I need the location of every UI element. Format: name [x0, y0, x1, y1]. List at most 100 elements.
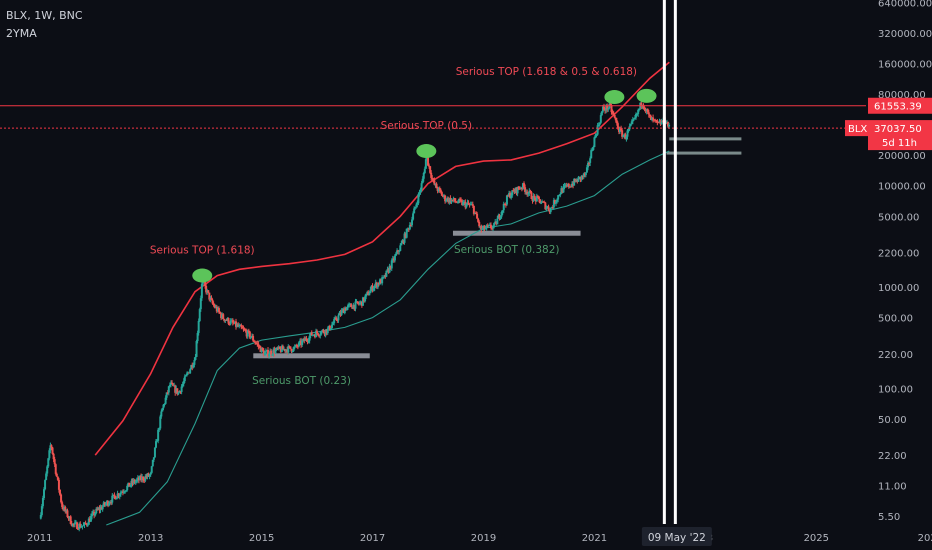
candle-body: [324, 329, 327, 335]
candle-body: [625, 136, 628, 140]
candle-body: [401, 240, 404, 244]
candle-body: [512, 190, 515, 192]
candle-body: [360, 301, 363, 306]
candle-body: [627, 129, 630, 131]
candle-body: [206, 290, 209, 293]
candle-body: [526, 191, 529, 195]
candle-body: [329, 328, 332, 330]
candle-body: [199, 298, 202, 310]
candle-body: [149, 472, 152, 475]
candle-body: [528, 190, 531, 194]
candle-body: [552, 200, 555, 208]
candle-body: [441, 195, 444, 197]
candle-body: [665, 122, 668, 124]
candle-body: [643, 108, 646, 110]
candle-body: [265, 349, 268, 352]
candle-body: [390, 260, 393, 269]
candle-body: [179, 390, 182, 392]
candle-body: [208, 292, 211, 300]
candle-body: [64, 507, 67, 512]
indicator-label[interactable]: 2YMA: [6, 27, 37, 40]
candle-body: [155, 441, 158, 448]
candle-body: [604, 109, 607, 111]
candle-body: [556, 199, 559, 202]
candle-body: [43, 489, 46, 498]
candle-body: [75, 522, 78, 524]
candle-body: [366, 292, 369, 294]
candle-body: [553, 200, 556, 204]
candle-body: [278, 346, 281, 349]
candle-body: [599, 115, 602, 123]
candle-body: [93, 511, 96, 516]
candle-body: [495, 221, 498, 225]
candle-body: [353, 304, 356, 309]
candle-body: [615, 120, 618, 124]
candle-body: [399, 245, 402, 251]
candle-body: [220, 313, 223, 319]
candle-body: [371, 285, 374, 291]
y-tick-label: 50.00: [878, 415, 907, 426]
candle-body: [592, 147, 595, 150]
candle-body: [325, 329, 328, 334]
top-marker: [636, 88, 657, 103]
candle-body: [216, 308, 219, 312]
candle-body: [587, 162, 590, 168]
candle-body: [568, 186, 571, 188]
date-cursor[interactable]: 09 May '22: [641, 0, 712, 546]
candle-body: [487, 224, 490, 226]
candle-body: [404, 233, 407, 238]
candle-body: [134, 481, 137, 483]
candle-body: [61, 502, 64, 508]
candle-body: [209, 297, 212, 300]
candle-body: [403, 233, 406, 243]
candle-body: [257, 343, 260, 347]
candle-body: [619, 128, 622, 132]
candle-body: [636, 113, 639, 115]
candle-body: [418, 191, 421, 195]
candle-body: [491, 228, 494, 230]
top-label: Serious TOP (1.618 & 0.5 & 0.618): [456, 66, 637, 78]
candle-body: [226, 318, 229, 321]
candle-body: [383, 275, 386, 278]
candle-body: [65, 510, 68, 512]
x-tick-label: 2013: [138, 533, 163, 544]
x-tick-label: 2011: [27, 533, 52, 544]
candle-body: [328, 325, 331, 330]
candle-body: [588, 162, 591, 164]
candle-body: [280, 346, 283, 352]
candle-body: [336, 320, 339, 322]
horizontal-lines[interactable]: [0, 105, 866, 129]
candle-body: [598, 122, 601, 125]
y-tick-label: 2200.00: [878, 248, 919, 259]
candle-body: [450, 199, 453, 203]
top-band-series: [94, 61, 670, 456]
candle-body: [339, 312, 342, 315]
candle-body: [140, 476, 143, 481]
candle-body: [173, 385, 176, 387]
candle-body: [425, 157, 428, 160]
candle-body: [221, 314, 224, 319]
candle-body: [40, 506, 43, 515]
top-price-badge: [868, 97, 932, 114]
candle-body: [326, 328, 329, 334]
candle-body: [645, 109, 648, 112]
candle-body: [267, 349, 270, 357]
candle-body: [323, 332, 326, 335]
candle-body: [107, 501, 110, 506]
candle-body: [367, 292, 370, 296]
top-price-badge-text: 61553.39: [874, 102, 922, 113]
candle-body: [204, 281, 207, 287]
candle-body: [454, 201, 457, 203]
candle-body: [420, 183, 423, 190]
date-badge: [641, 527, 712, 546]
y-axis[interactable]: 640000.00320000.00160000.0080000.0040000…: [878, 0, 932, 523]
candle-body: [210, 297, 213, 300]
candle-body: [313, 334, 316, 338]
candle-body: [211, 299, 214, 304]
candle-body: [534, 197, 537, 202]
candle-body: [62, 507, 65, 510]
candle-body: [215, 306, 218, 312]
candle-body: [437, 187, 440, 191]
